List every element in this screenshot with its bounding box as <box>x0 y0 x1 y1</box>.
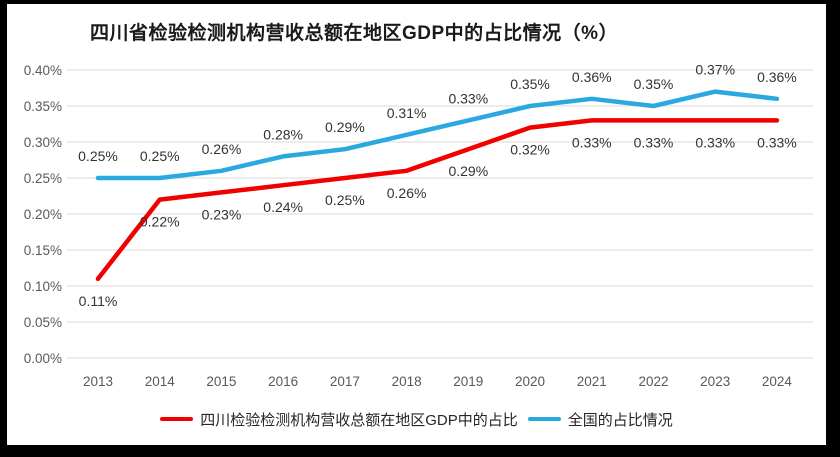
national-data-label: 0.28% <box>263 126 303 142</box>
national-data-label: 0.31% <box>387 105 427 121</box>
chart-frame: 四川省检验检测机构营收总额在地区GDP中的占比情况（%） 0.00% 0.05% 0… <box>7 4 826 445</box>
national-data-label: 0.29% <box>325 119 365 135</box>
y-tick-label: 0.40% <box>24 63 62 78</box>
legend-item-sichuan: 四川检验检测机构营收总额在地区GDP中的占比 <box>160 409 518 430</box>
sichuan-data-label: 0.32% <box>510 142 550 158</box>
national-data-label: 0.25% <box>78 148 118 164</box>
x-tick-label: 2024 <box>762 374 793 389</box>
sichuan-line <box>95 118 780 282</box>
national-data-label: 0.35% <box>634 76 674 92</box>
x-tick-label: 2016 <box>268 374 298 389</box>
sichuan-data-label: 0.26% <box>387 185 427 201</box>
x-tick-label: 2015 <box>206 374 236 389</box>
chart-legend: 四川检验检测机构营收总额在地区GDP中的占比 全国的占比情况 <box>7 406 826 432</box>
national-data-label: 0.33% <box>448 90 488 106</box>
sichuan-data-label: 0.24% <box>263 199 303 215</box>
national-line <box>95 89 780 181</box>
line-chart-plot-area: 0.00% 0.05% 0.10% 0.15% 0.20% 0.25% 0.30% 0.35%… <box>24 62 813 389</box>
x-tick-label: 2023 <box>700 374 730 389</box>
x-tick-label: 2014 <box>145 374 176 389</box>
sichuan-data-label: 0.25% <box>325 192 365 208</box>
sichuan-data-label: 0.23% <box>202 206 242 222</box>
national-data-label: 0.36% <box>757 69 797 85</box>
sichuan-data-label: 0.29% <box>448 163 488 179</box>
national-data-label: 0.37% <box>695 62 735 78</box>
y-tick-label: 0.00% <box>24 351 62 366</box>
legend-swatch-sichuan-icon <box>160 417 194 421</box>
x-tick-label: 2018 <box>392 374 422 389</box>
sichuan-data-label: 0.33% <box>695 134 735 150</box>
y-tick-label: 0.20% <box>24 207 62 222</box>
national-data-label: 0.26% <box>202 141 242 157</box>
national-data-label: 0.36% <box>572 69 612 85</box>
legend-label-national: 全国的占比情况 <box>567 411 673 429</box>
y-tick-label: 0.25% <box>24 171 62 186</box>
y-tick-label: 0.10% <box>24 279 62 294</box>
national-data-label: 0.25% <box>140 148 180 164</box>
sichuan-data-label: 0.33% <box>634 134 674 150</box>
x-tick-label: 2021 <box>577 374 607 389</box>
x-tick-label: 2019 <box>453 374 483 389</box>
y-tick-label: 0.15% <box>24 243 62 258</box>
legend-item-national: 全国的占比情况 <box>527 409 673 430</box>
national-data-label: 0.35% <box>510 76 550 92</box>
x-tick-label: 2022 <box>638 374 668 389</box>
y-tick-label: 0.35% <box>24 99 62 114</box>
y-tick-label: 0.05% <box>24 315 62 330</box>
x-tick-label: 2020 <box>515 374 545 389</box>
sichuan-data-label: 0.33% <box>572 134 612 150</box>
chart-title: 四川省检验检测机构营收总额在地区GDP中的占比情况（%） <box>90 23 619 44</box>
x-tick-label: 2013 <box>83 374 113 389</box>
x-tick-label: 2017 <box>330 374 360 389</box>
sichuan-data-label: 0.11% <box>79 293 118 309</box>
legend-swatch-national-icon <box>527 417 561 421</box>
sichuan-data-label: 0.33% <box>757 134 797 150</box>
legend-label-sichuan: 四川检验检测机构营收总额在地区GDP中的占比 <box>200 411 518 429</box>
y-tick-label: 0.30% <box>24 135 62 150</box>
sichuan-data-label: 0.22% <box>140 214 180 230</box>
